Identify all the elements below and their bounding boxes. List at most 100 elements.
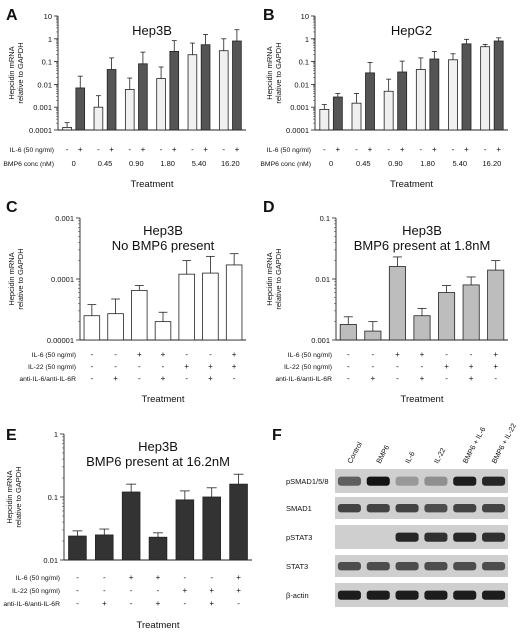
y-tick-label: 0.01	[315, 275, 330, 284]
treatment-cell: +	[469, 374, 474, 383]
treatment-cell: +	[444, 362, 449, 371]
bar	[75, 87, 86, 131]
x-axis-label: Treatment	[131, 179, 174, 190]
treatment-cell: +	[161, 374, 166, 383]
treatment-cell: -	[323, 145, 326, 154]
treatment-cell: +	[137, 350, 142, 359]
treatment-cell: +	[432, 145, 437, 154]
panel-title: Hep3B	[138, 439, 178, 454]
treatment-cell: +	[183, 586, 188, 595]
blot-band	[453, 532, 477, 542]
bar	[383, 90, 394, 131]
y-tick-label: 0.1	[42, 58, 52, 67]
blot-column-label: BMP6 + IL-22	[489, 422, 518, 465]
blot-band	[337, 476, 361, 486]
treatment-cell: -	[210, 573, 213, 582]
y-tick-label: 10	[44, 12, 52, 21]
y-tick-label: 10	[301, 12, 309, 21]
treatment-cell: -	[103, 586, 106, 595]
y-axis-label: Hepcidin mRNA	[265, 46, 274, 99]
y-tick-label: 1	[305, 35, 309, 44]
treatment-cell: -	[421, 362, 424, 371]
blot-band	[482, 562, 506, 571]
bar	[178, 273, 195, 341]
treatment-cell: +	[113, 374, 118, 383]
bar	[202, 272, 219, 341]
blot-strip	[335, 525, 508, 549]
treatment-row-label: IL-22 (50 ng/ml)	[284, 364, 332, 371]
y-tick-label: 0.001	[311, 336, 330, 345]
y-tick-label: 0.0001	[29, 126, 52, 135]
treatment-group-cell: 0	[329, 159, 333, 168]
treatment-cell: -	[97, 145, 100, 154]
bar	[124, 89, 135, 131]
treatment-cell: -	[138, 362, 141, 371]
treatment-cell: +	[395, 350, 400, 359]
treatment-group-cell: 0.90	[129, 159, 144, 168]
bar	[319, 109, 330, 131]
bar	[148, 536, 168, 561]
treatment-cell: -	[114, 362, 117, 371]
treatment-cell: +	[208, 362, 213, 371]
blot-band	[337, 562, 361, 571]
bar	[138, 63, 148, 131]
treatment-cell: +	[161, 350, 166, 359]
blot-band	[453, 504, 477, 513]
treatment-cell: -	[484, 145, 487, 154]
panel-title: Hep3B	[132, 23, 172, 38]
treatment-cell: -	[157, 586, 160, 595]
treatment-cell: -	[494, 374, 497, 383]
treatment-cell: +	[232, 350, 237, 359]
blot-column-label: BMP6 + IL-6	[461, 425, 488, 465]
treatment-row-label: IL-6 (50 ng/ml)	[10, 147, 54, 154]
panel-letter: A	[6, 7, 18, 24]
treatment-cell: +	[400, 145, 405, 154]
blot-strip	[335, 555, 508, 577]
blot-band	[482, 532, 506, 542]
bar	[218, 50, 229, 131]
bar	[438, 292, 456, 341]
y-tick-label: 0.0001	[51, 275, 74, 284]
treatment-cell: -	[103, 573, 106, 582]
bar	[200, 44, 211, 131]
bar	[487, 269, 505, 341]
x-axis-label: Treatment	[390, 179, 433, 190]
blot-band	[395, 562, 419, 571]
blot-strip	[335, 469, 508, 493]
panel-title: Hep3B	[143, 223, 183, 238]
blot-band	[424, 532, 448, 542]
treatment-row-label: BMP6 conc (nM)	[260, 161, 311, 168]
panel-letter: C	[6, 199, 18, 216]
treatment-cell: -	[347, 362, 350, 371]
y-tick-label: 0.001	[33, 103, 52, 112]
bar	[415, 69, 426, 131]
blot-band	[366, 476, 390, 486]
treatment-cell: +	[209, 586, 214, 595]
treatment-cell: -	[387, 145, 390, 154]
blot-band	[395, 476, 419, 486]
treatment-cell: +	[109, 145, 114, 154]
treatment-cell: +	[156, 573, 161, 582]
bar	[493, 40, 504, 131]
treatment-row-label: IL-6 (50 ng/ml)	[16, 575, 60, 582]
blot-strip	[335, 583, 508, 607]
treatment-cell: -	[209, 350, 212, 359]
panel-letter: D	[263, 199, 275, 216]
treatment-cell: -	[184, 599, 187, 608]
bar	[225, 264, 243, 341]
y-axis-label: relative to GAPDH	[274, 42, 283, 103]
y-tick-label: 1	[54, 430, 58, 439]
bar	[62, 127, 72, 131]
treatment-cell: -	[114, 350, 117, 359]
treatment-cell: -	[419, 145, 422, 154]
y-tick-label: 0.0001	[286, 126, 309, 135]
treatment-row-label: IL-6 (50 ng/ml)	[32, 352, 76, 359]
blot-band	[453, 562, 477, 571]
panel-letter: B	[263, 7, 275, 24]
panel-title: BMP6 present at 1.8nM	[354, 238, 491, 253]
blot-band	[453, 590, 477, 600]
treatment-cell: +	[469, 362, 474, 371]
blot-band	[424, 504, 448, 513]
bar	[202, 496, 221, 561]
bar	[156, 78, 166, 131]
